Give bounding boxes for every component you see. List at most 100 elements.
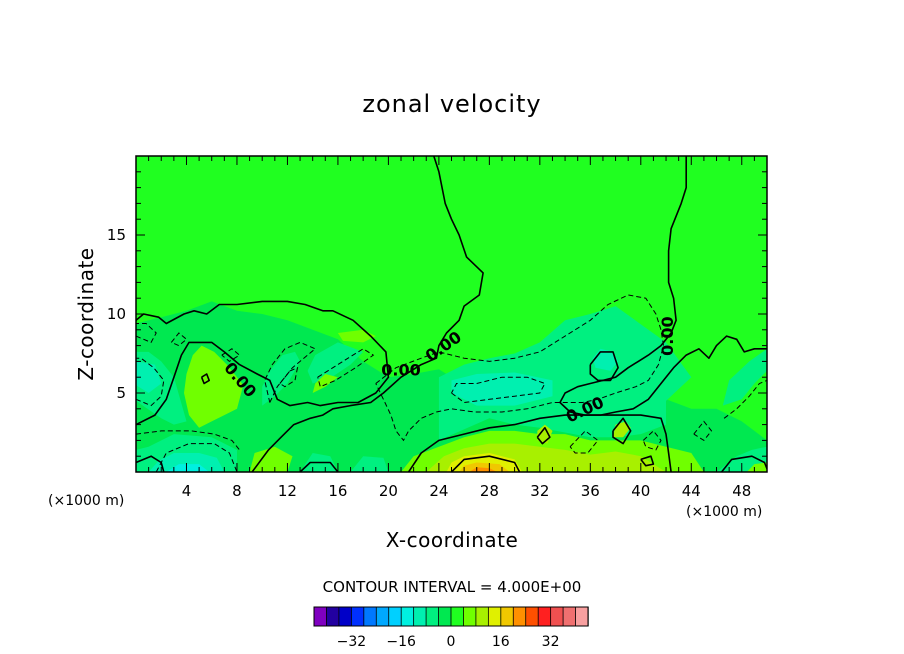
colorbar-swatch [438, 606, 452, 627]
solid-contour-line [536, 426, 551, 445]
colorbar-frame [313, 606, 589, 627]
contour-fill-region [249, 446, 293, 472]
colorbar-tick-label: −32 [337, 634, 367, 650]
dashed-contour-line [375, 294, 665, 442]
colorbar-swatch [400, 606, 415, 627]
x-axis-label: X-coordinate [386, 528, 519, 552]
colorbar-swatch [537, 606, 552, 627]
dashed-contour-line [155, 443, 238, 472]
solid-contour-line [612, 417, 632, 445]
dashed-contour-line [723, 379, 767, 419]
contour-fill-region [312, 374, 338, 393]
contour-fill-region [184, 345, 244, 428]
contour-fill-region [746, 462, 767, 472]
y-axis-label: Z-coordinate [74, 247, 98, 380]
colorbar-tick-label: 32 [542, 634, 560, 650]
contour-fill-region [307, 342, 364, 384]
filled-contours [136, 301, 767, 472]
x-tick-label: 44 [682, 482, 701, 500]
contour-fill-region [597, 457, 626, 469]
dashed-contour-line [693, 420, 713, 442]
contour-fill-region [148, 453, 225, 472]
x-tick-label: 4 [182, 482, 192, 500]
solid-contour-line [407, 414, 672, 472]
colorbar-swatch [313, 606, 328, 627]
colorbar-swatch [350, 606, 365, 627]
x-tick-label: 12 [278, 482, 297, 500]
colorbar-swatch [463, 606, 477, 627]
contour-fill-region [451, 372, 553, 406]
solid-contour-line [136, 300, 390, 426]
x-tick-label: 8 [232, 482, 242, 500]
contour-fill-region [262, 351, 301, 406]
plot-area [136, 156, 767, 472]
x-tick-label: 16 [328, 482, 347, 500]
colorbar-swatch [375, 606, 390, 627]
contour-fill-region [350, 456, 389, 472]
contour-fill-region [722, 348, 767, 406]
y-tick-label: 5 [116, 384, 126, 402]
colorbar-swatch [525, 606, 539, 627]
colorbar-swatch [550, 606, 564, 627]
x-tick-label: 48 [732, 482, 751, 500]
contour-interval-text: CONTOUR INTERVAL = 4.000E+00 [323, 578, 582, 596]
x-tick-label: 28 [480, 482, 499, 500]
solid-contour-line [589, 351, 619, 382]
solid-contour-line [299, 461, 339, 472]
colorbar-tick-label: −16 [386, 634, 416, 650]
colorbar-swatch [388, 606, 402, 627]
colorbar-swatch [500, 606, 514, 627]
colorbar-swatch [450, 606, 465, 627]
x-tick-labels: 4 8 12 16 20 24 28 32 36 40 44 48 [182, 482, 752, 500]
colorbar [313, 606, 589, 627]
y-axis-unit: (×1000 m) [48, 493, 124, 509]
colorbar-tick-label: 0 [447, 634, 456, 650]
colorbar-swatch [326, 606, 340, 627]
y-tick-label: 15 [107, 226, 126, 244]
x-tick-label: 20 [379, 482, 398, 500]
colorbar-tick-label: 16 [492, 634, 510, 650]
dashed-contour-line [642, 430, 662, 451]
dashed-contour-line [279, 366, 299, 388]
zero-contour-lines [136, 156, 767, 472]
solid-contour-line [136, 455, 165, 472]
contour-fill-region [459, 462, 510, 472]
solid-contour-line [559, 156, 767, 416]
colorbar-swatch [338, 606, 353, 627]
x-tick-label: 40 [631, 482, 650, 500]
solid-contour-line [640, 455, 655, 467]
axis-ticks [136, 156, 767, 472]
colorbar-swatch [487, 606, 502, 627]
colorbar-swatch [425, 606, 440, 627]
x-tick-label: 36 [581, 482, 600, 500]
solid-contour-line [251, 156, 484, 472]
contour-label: 0.00 [658, 316, 677, 355]
dashed-contour-line [317, 348, 375, 388]
colorbar-swatch [512, 606, 527, 627]
colorbar-swatch [575, 606, 589, 627]
dashed-contour-line [569, 430, 599, 454]
solid-contour-line [450, 455, 521, 472]
solid-contour-line [200, 373, 210, 385]
chart-title: zonal velocity [362, 90, 541, 118]
colorbar-swatch [363, 606, 377, 627]
x-tick-label: 32 [530, 482, 549, 500]
contour-fill-region [438, 306, 692, 441]
colorbar-tick-labels: −32 −16 0 16 32 [337, 634, 560, 650]
dashed-contour-line [170, 332, 188, 347]
solid-contour-line [720, 455, 767, 472]
dashed-contour-line [136, 357, 165, 407]
colorbar-swatch [562, 606, 577, 627]
y-tick-label: 10 [107, 305, 126, 323]
dashed-contour-line [221, 348, 241, 363]
colorbar-swatch [413, 606, 427, 627]
negative-contour-lines [136, 294, 767, 472]
contour-fill-region [166, 464, 210, 472]
contour-label: 0.00 [381, 360, 420, 379]
x-tick-label: 24 [429, 482, 448, 500]
x-axis-unit: (×1000 m) [686, 504, 762, 520]
colorbar-swatch [475, 606, 490, 627]
dashed-contour-line [136, 430, 240, 451]
contour-fill-region [469, 467, 497, 472]
